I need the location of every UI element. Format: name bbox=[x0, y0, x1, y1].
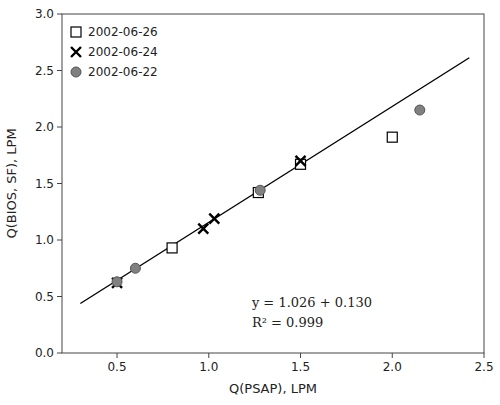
y-tick bbox=[57, 14, 62, 15]
annotation: R² = 0.999 bbox=[252, 315, 323, 330]
point bbox=[130, 263, 140, 273]
plot-frame bbox=[62, 14, 484, 353]
point bbox=[296, 156, 306, 166]
legend: 2002-06-26 2002-06-24 2002-06-22 bbox=[71, 25, 158, 79]
x-tick bbox=[208, 353, 209, 358]
y-tick-label: 0.5 bbox=[35, 290, 54, 304]
y-tick bbox=[57, 183, 62, 184]
point bbox=[387, 132, 397, 142]
y-tick-label: 2.0 bbox=[35, 120, 54, 134]
y-tick-label: 1.0 bbox=[35, 233, 54, 247]
y-tick bbox=[57, 240, 62, 241]
y-tick bbox=[57, 127, 62, 128]
legend-marker bbox=[71, 47, 81, 57]
legend-label: 2002-06-22 bbox=[88, 65, 158, 79]
y-tick bbox=[57, 353, 62, 354]
point bbox=[112, 277, 122, 287]
x-tick bbox=[300, 353, 301, 358]
y-axis-label: Q(BIOS, SF), LPM bbox=[4, 128, 19, 238]
x-tick bbox=[484, 353, 485, 358]
point bbox=[209, 214, 219, 224]
x-tick-label: 0.5 bbox=[107, 360, 126, 374]
x-tick bbox=[117, 353, 118, 358]
x-axis-label: Q(PSAP), LPM bbox=[229, 381, 317, 396]
legend-marker bbox=[71, 27, 81, 37]
legend-marker bbox=[71, 67, 81, 77]
annotation: y = 1.026 + 0.130 bbox=[251, 295, 372, 310]
y-tick bbox=[57, 70, 62, 71]
point bbox=[415, 105, 425, 115]
point bbox=[255, 185, 265, 195]
x-tick-label: 1.0 bbox=[199, 360, 218, 374]
y-tick-label: 2.5 bbox=[35, 64, 54, 78]
regression-line bbox=[80, 58, 469, 304]
x-tick-label: 2.5 bbox=[474, 360, 493, 374]
legend-label: 2002-06-24 bbox=[88, 45, 158, 59]
y-tick-label: 3.0 bbox=[35, 7, 54, 21]
point bbox=[167, 243, 177, 253]
y-tick bbox=[57, 296, 62, 297]
legend-label: 2002-06-26 bbox=[88, 25, 158, 39]
x-tick-label: 1.5 bbox=[291, 360, 310, 374]
point bbox=[198, 224, 208, 234]
x-tick bbox=[392, 353, 393, 358]
chart: 0.5 1.0 1.5 2.0 2.5 0.0 0.5 1.0 1.5 2.0 2.5 3.0 Q(PS… bbox=[0, 0, 500, 405]
x-tick-label: 2.0 bbox=[383, 360, 402, 374]
y-tick-label: 0.0 bbox=[35, 346, 54, 360]
y-tick-label: 1.5 bbox=[35, 177, 54, 191]
plot-area bbox=[80, 58, 469, 304]
